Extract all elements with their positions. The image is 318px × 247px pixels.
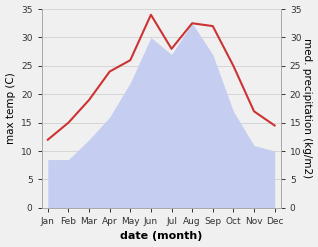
Y-axis label: med. precipitation (kg/m2): med. precipitation (kg/m2): [302, 38, 313, 179]
X-axis label: date (month): date (month): [120, 231, 203, 242]
Y-axis label: max temp (C): max temp (C): [5, 73, 16, 144]
